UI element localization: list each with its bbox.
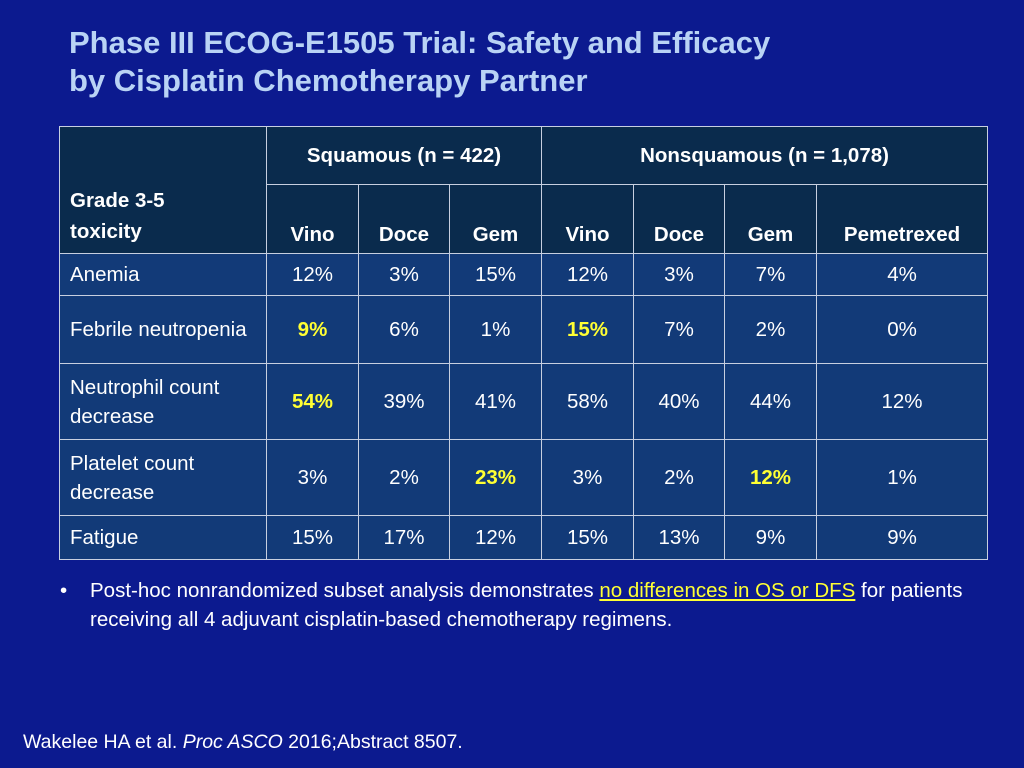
citation: Wakelee HA et al. Proc ASCO 2016;Abstrac…	[23, 731, 463, 754]
bullet-highlight-text: no differences in OS or DFS	[599, 579, 856, 602]
table-cell: 7%	[724, 253, 817, 296]
column-header: Vino	[266, 184, 359, 254]
table-row: Fatigue 15% 17% 12% 15% 13% 9% 9%	[59, 515, 989, 560]
table-cell: 15%	[449, 253, 542, 296]
table-cell-highlighted: 12%	[724, 439, 817, 516]
table-cell: 6%	[358, 295, 450, 364]
table-cell: 12%	[266, 253, 359, 296]
table-cell: 4%	[815, 253, 989, 296]
table-cell: 2%	[358, 439, 450, 516]
bullet-text-after: for patients receiving all 4 adjuvant ci…	[90, 579, 963, 631]
bullet-text-before: Post-hoc nonrandomized subset analysis d…	[90, 579, 600, 602]
bullet-marker: •	[60, 579, 68, 602]
column-header: Gem	[724, 184, 817, 254]
toxicity-table: Grade 3-5 toxicity Squamous (n = 422) No…	[59, 126, 989, 560]
row-label: Febrile neutropenia	[59, 295, 267, 364]
table-corner-header: Grade 3-5 toxicity	[59, 126, 267, 254]
table-cell: 3%	[541, 439, 634, 516]
table-cell: 13%	[633, 515, 725, 560]
table-cell: 9%	[724, 515, 817, 560]
bullet-point: • Post-hoc nonrandomized subset analysis…	[60, 576, 980, 634]
table-cell: 1%	[449, 295, 542, 364]
table-cell: 7%	[633, 295, 725, 364]
slide-title: Phase III ECOG-E1505 Trial: Safety and E…	[69, 24, 969, 100]
table-cell: 17%	[358, 515, 450, 560]
row-label: Anemia	[59, 253, 267, 296]
corner-label: Grade 3-5 toxicity	[70, 189, 165, 243]
table-cell: 12%	[541, 253, 634, 296]
table-cell: 1%	[815, 439, 989, 516]
table-cell: 15%	[266, 515, 359, 560]
column-header: Doce	[358, 184, 450, 254]
slide-title-line-1: Phase III ECOG-E1505 Trial: Safety and E…	[69, 25, 771, 60]
table-cell-highlighted: 54%	[266, 363, 359, 440]
row-label: Fatigue	[59, 515, 267, 560]
table-cell: 3%	[358, 253, 450, 296]
bullet-text: Post-hoc nonrandomized subset analysis d…	[90, 576, 980, 634]
column-header: Vino	[541, 184, 634, 254]
table-cell: 0%	[815, 295, 989, 364]
column-header: Gem	[449, 184, 542, 254]
group-header-nonsquamous: Nonsquamous (n = 1,078)	[540, 126, 989, 185]
table-cell: 2%	[633, 439, 725, 516]
table-row: Platelet count decrease 3% 2% 23% 3% 2% …	[59, 439, 989, 516]
table-cell-highlighted: 23%	[449, 439, 542, 516]
row-label: Platelet count decrease	[59, 439, 267, 516]
table-cell: 3%	[266, 439, 359, 516]
table-cell: 44%	[724, 363, 817, 440]
column-header: Pemetrexed	[815, 184, 989, 254]
table-cell: 58%	[541, 363, 634, 440]
table-cell-highlighted: 15%	[541, 295, 634, 364]
group-header-squamous: Squamous (n = 422)	[266, 126, 542, 185]
table-cell: 39%	[358, 363, 450, 440]
table-cell: 15%	[541, 515, 634, 560]
table-row: Neutrophil count decrease 54% 39% 41% 58…	[59, 363, 989, 440]
row-label: Neutrophil count decrease	[59, 363, 267, 440]
table-row: Febrile neutropenia 9% 6% 1% 15% 7% 2% 0…	[59, 295, 989, 364]
table-cell: 3%	[633, 253, 725, 296]
slide-title-line-2: by Cisplatin Chemotherapy Partner	[69, 63, 588, 98]
table-cell: 12%	[449, 515, 542, 560]
table-cell: 2%	[724, 295, 817, 364]
citation-authors: Wakelee HA et al.	[23, 731, 183, 753]
table-cell: 9%	[815, 515, 989, 560]
table-cell: 12%	[815, 363, 989, 440]
table-cell-highlighted: 9%	[266, 295, 359, 364]
citation-details: 2016;Abstract 8507.	[282, 731, 463, 753]
table-cell: 41%	[449, 363, 542, 440]
citation-journal: Proc ASCO	[182, 731, 283, 753]
table-cell: 40%	[633, 363, 725, 440]
column-header: Doce	[633, 184, 725, 254]
table-row: Anemia 12% 3% 15% 12% 3% 7% 4%	[59, 253, 989, 296]
